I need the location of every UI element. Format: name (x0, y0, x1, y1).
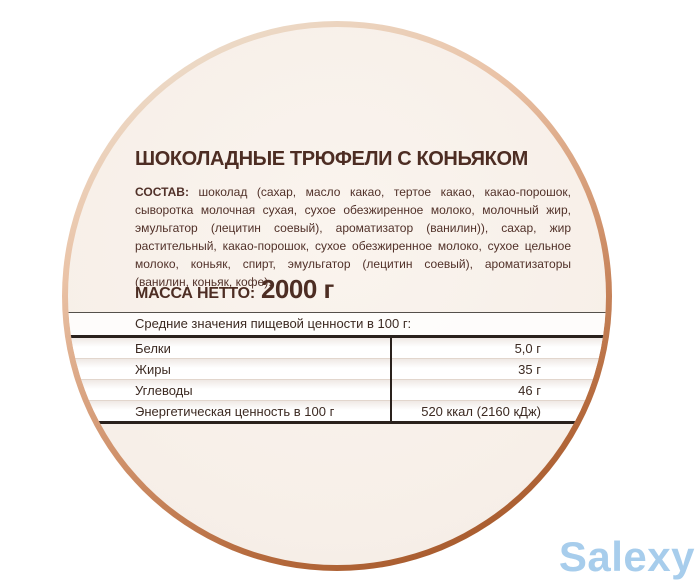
table-row-carbohydrates: Углеводы 46 г (68, 379, 606, 400)
ingredients-label: СОСТАВ: (135, 185, 189, 199)
row-label: Жиры (135, 361, 171, 377)
row-value: 520 ккал (2160 кДж) (421, 403, 541, 419)
nutrition-table-body: Белки 5,0 г Жиры 35 г Углеводы 46 г Энер… (68, 335, 606, 424)
ingredients-paragraph: СОСТАВ: шоколад (сахар, масло какао, тер… (135, 183, 571, 291)
round-label-rim: ШОКОЛАДНЫЕ ТРЮФЕЛИ С КОНЬЯКОМ СОСТАВ: шо… (62, 21, 612, 571)
table-row-proteins: Белки 5,0 г (68, 338, 606, 358)
row-label: Белки (135, 340, 171, 356)
net-weight-label: МАССА НЕТТО: (135, 285, 255, 302)
column-divider (390, 338, 392, 421)
net-weight: МАССА НЕТТО: 2000 г (135, 274, 334, 305)
row-value: 5,0 г (514, 340, 541, 356)
row-label: Углеводы (135, 382, 193, 398)
table-row-fats: Жиры 35 г (68, 358, 606, 379)
nutrition-table: Средние значения пищевой ценности в 100 … (68, 312, 606, 424)
table-row-energy: Энергетическая ценность в 100 г 520 ккал… (68, 400, 606, 421)
net-weight-value: 2000 г (260, 274, 334, 304)
row-value: 35 г (518, 361, 541, 377)
ingredients-list: шоколад (сахар, масло какао, тертое кака… (135, 185, 571, 289)
row-value: 46 г (518, 382, 541, 398)
product-title: ШОКОЛАДНЫЕ ТРЮФЕЛИ С КОНЬЯКОМ (135, 148, 528, 170)
salexy-watermark: Salexy (558, 533, 695, 580)
label-face: ШОКОЛАДНЫЕ ТРЮФЕЛИ С КОНЬЯКОМ СОСТАВ: шо… (68, 27, 606, 565)
nutrition-table-caption: Средние значения пищевой ценности в 100 … (68, 312, 606, 335)
row-label: Энергетическая ценность в 100 г (135, 403, 335, 419)
